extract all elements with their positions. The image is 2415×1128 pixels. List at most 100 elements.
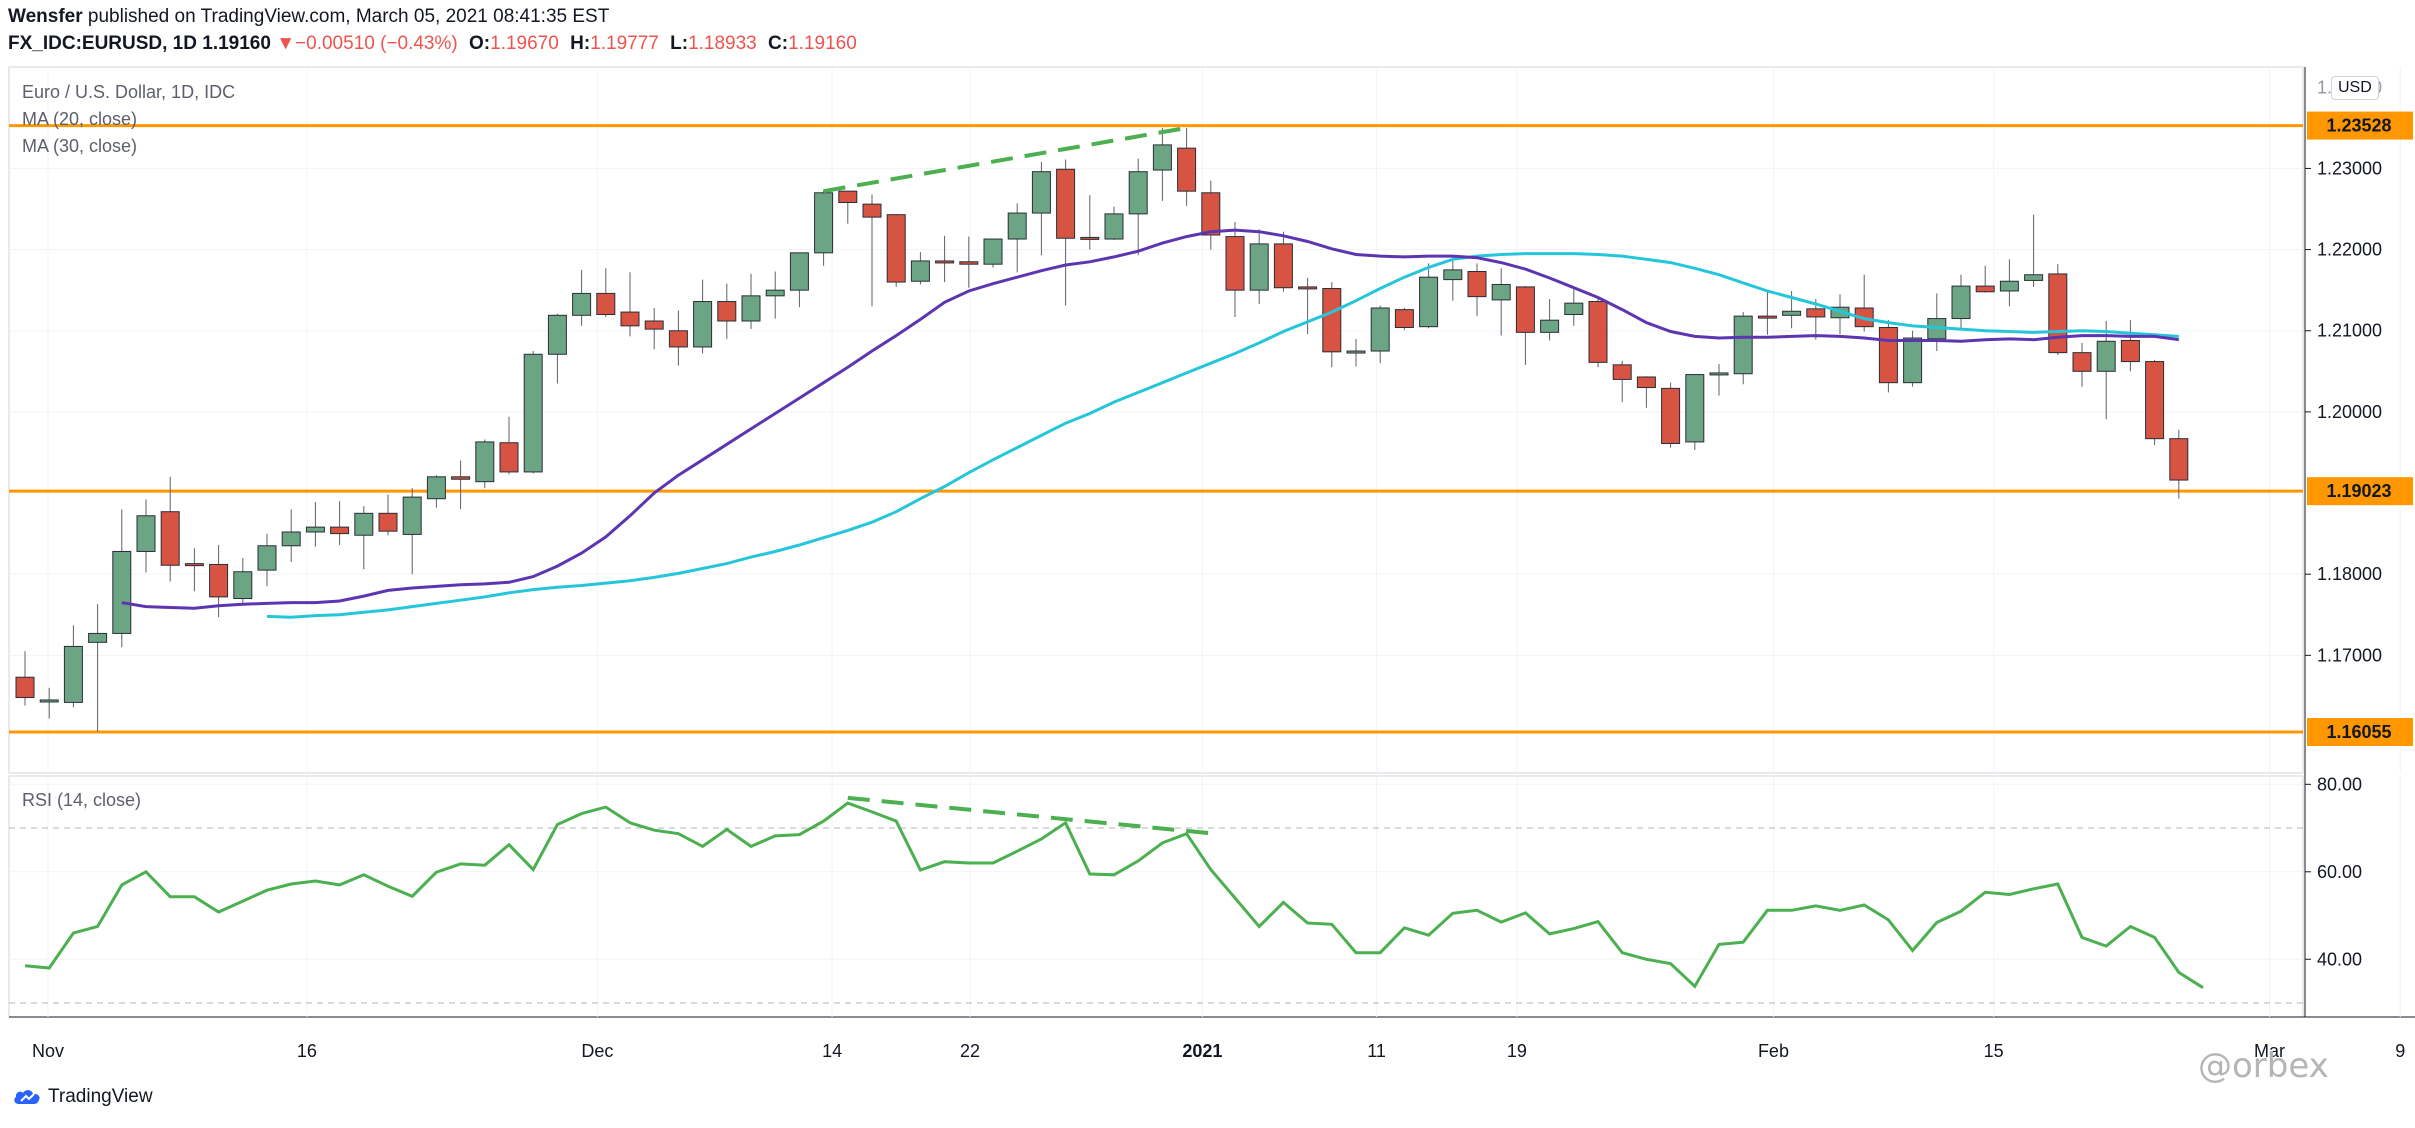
y-tick-label: 1.18000 <box>2317 564 2382 584</box>
candle-body <box>2145 361 2165 440</box>
last-price: 1.19160 <box>202 33 271 54</box>
candle-body <box>1806 308 1826 318</box>
candle-body <box>2048 273 2068 354</box>
rsi-trend-line <box>847 795 1211 836</box>
candle-body <box>886 214 906 283</box>
chart-title[interactable]: Euro / U.S. Dollar, 1D, IDC <box>22 82 236 102</box>
candle-body <box>1782 310 1802 316</box>
x-tick-label: Feb <box>1758 1041 1789 1061</box>
rsi-y-tick-label: 40.00 <box>2317 949 2362 969</box>
level-price-tag <box>2307 111 2413 140</box>
x-tick-label: 15 <box>1984 1041 2004 1061</box>
candle-body <box>1999 280 2019 292</box>
candle-body <box>862 203 882 218</box>
candle-body <box>378 512 398 532</box>
candle-body <box>789 252 809 291</box>
candle-body <box>402 496 422 535</box>
candle-body <box>1443 269 1463 281</box>
candle-body <box>1491 283 1511 301</box>
candle-body <box>983 238 1003 265</box>
candle-body <box>1975 285 1995 293</box>
candle-body <box>523 353 543 473</box>
price-change: −0.00510 (−0.43%) <box>295 33 458 54</box>
price-trend-line <box>823 125 1187 194</box>
candle-body <box>1225 236 1245 291</box>
candle-body <box>136 515 156 552</box>
rsi-y-tick-label: 80.00 <box>2317 774 2362 794</box>
candle-body <box>1298 286 1318 290</box>
candle-body <box>1128 171 1148 215</box>
candle-body <box>1031 171 1051 214</box>
candle-body <box>39 699 59 703</box>
symbol-name: FX_IDC:EURUSD, 1D <box>8 33 197 54</box>
x-tick-label: Dec <box>581 1041 613 1061</box>
x-tick-label: 9 <box>2395 1041 2405 1061</box>
high-value: 1.19777 <box>590 33 659 54</box>
tradingview-brand: TradingView <box>48 1086 153 1107</box>
publish-info: Wensfer published on TradingView.com, Ma… <box>8 6 609 28</box>
candle-body <box>1394 309 1414 328</box>
x-tick-label: 14 <box>822 1041 842 1061</box>
ma20-legend[interactable]: MA (20, close) <box>22 109 138 129</box>
candle-body <box>475 441 495 483</box>
rsi-y-tick-label: 60.00 <box>2317 862 2362 882</box>
candle-body <box>1636 376 1656 389</box>
candle-body <box>693 301 713 348</box>
x-tick-label: 16 <box>297 1041 317 1061</box>
candle-body <box>935 260 955 264</box>
candle-body <box>209 563 229 598</box>
candle-body <box>765 289 785 297</box>
y-tick-label: 1.21000 <box>2317 321 2382 341</box>
author-name[interactable]: Wensfer <box>8 6 83 27</box>
x-tick-label: 22 <box>960 1041 980 1061</box>
x-tick-label: 11 <box>1367 1041 1386 1061</box>
candle-body <box>305 526 325 533</box>
rsi-legend[interactable]: RSI (14, close) <box>22 790 142 810</box>
candle-body <box>1685 374 1705 443</box>
candle-body <box>1104 213 1124 240</box>
candle-body <box>547 314 567 355</box>
candle-body <box>959 261 979 265</box>
level-price-label: 1.23528 <box>2326 116 2391 136</box>
candle-body <box>1056 168 1076 239</box>
candle-body <box>354 512 374 536</box>
candle-body <box>233 571 253 600</box>
candle-body <box>1007 212 1027 240</box>
candle-body <box>2169 438 2189 481</box>
low-value: 1.18933 <box>688 33 757 54</box>
candle-body <box>2120 339 2140 363</box>
candle-body <box>1757 315 1777 319</box>
level-price-label: 1.16055 <box>2326 722 2391 742</box>
candle-body <box>838 190 858 204</box>
candle-body <box>1564 302 1584 316</box>
candle-body <box>1951 285 1971 320</box>
candle-body <box>1467 270 1487 298</box>
x-tick-label: 2021 <box>1182 1041 1222 1061</box>
candle-body <box>112 550 132 634</box>
candle-body <box>1515 286 1535 333</box>
candle-body <box>63 645 83 703</box>
tradingview-logo[interactable]: TradingView <box>12 1086 153 1108</box>
candle-body <box>1346 350 1366 354</box>
candle-body <box>451 476 471 480</box>
candle-body <box>184 563 204 567</box>
candle-body <box>426 476 446 500</box>
candle-body <box>330 526 350 535</box>
change-down-icon: ▼ <box>276 33 296 54</box>
close-label: C: <box>768 33 789 54</box>
candle-body <box>1273 243 1293 289</box>
ma30-legend[interactable]: MA (30, close) <box>22 136 138 156</box>
candle-body <box>620 311 640 327</box>
high-label: H: <box>570 33 591 54</box>
candle-body <box>281 531 301 547</box>
y-tick-label: 1.20000 <box>2317 402 2382 422</box>
open-value: 1.19670 <box>490 33 559 54</box>
close-value: 1.19160 <box>788 33 857 54</box>
ma30-line <box>266 252 2179 619</box>
level-price-label: 1.19023 <box>2326 481 2391 501</box>
candle-body <box>596 292 616 316</box>
currency-badge[interactable]: USD <box>2331 76 2379 100</box>
candle-body <box>644 320 664 330</box>
candle-body <box>668 330 688 348</box>
